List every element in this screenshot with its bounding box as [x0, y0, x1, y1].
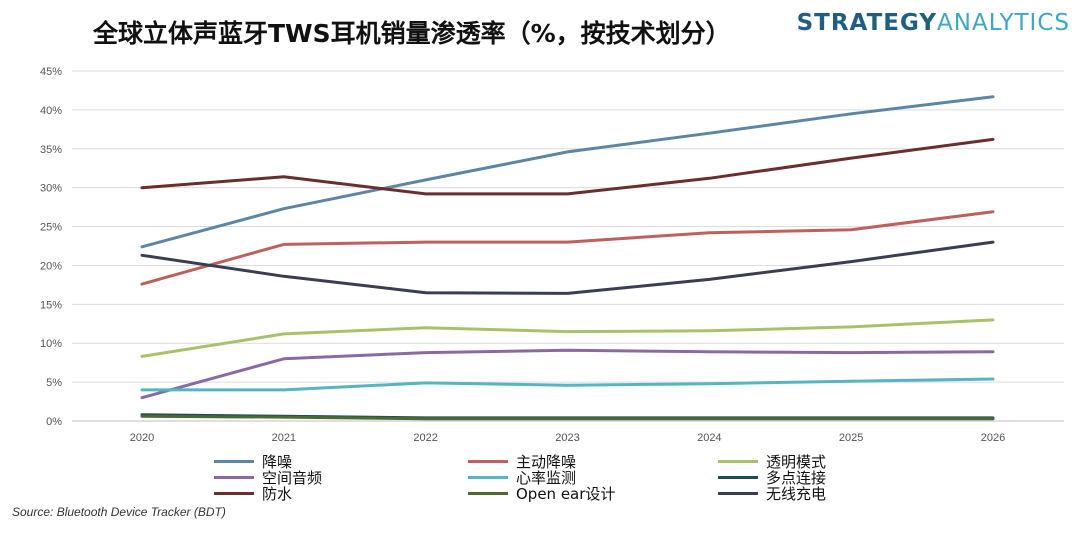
series-line	[140, 95, 995, 249]
legend-swatch	[468, 492, 508, 495]
y-tick-label: 40%	[40, 105, 62, 117]
x-tick-label: 2022	[413, 432, 437, 444]
legend-swatch	[718, 492, 758, 495]
legend-swatch	[718, 460, 758, 463]
legend-swatch	[214, 460, 254, 463]
y-axis-ticks: 0% 5% 10% 15% 20% 25% 30% 35% 40% 45%	[40, 66, 62, 428]
y-tick-label: 0%	[46, 416, 62, 428]
brand-logo: STRATEGYANALYTICS	[797, 10, 1070, 36]
legend-item: 空间音频	[214, 467, 322, 488]
gridlines	[72, 70, 1064, 422]
legend-item: Open ear设计	[468, 483, 615, 504]
legend-label: 空间音频	[262, 469, 323, 487]
brand-logo-part2: ANALYTICS	[937, 10, 1070, 36]
y-tick-label: 15%	[40, 299, 62, 311]
y-tick-label: 45%	[40, 66, 62, 78]
x-tick-label: 2023	[555, 432, 579, 444]
series-lines	[140, 95, 995, 421]
y-tick-label: 5%	[46, 377, 62, 389]
x-tick-label: 2026	[981, 432, 1005, 444]
y-tick-label: 20%	[40, 260, 62, 272]
x-tick-label: 2021	[272, 432, 296, 444]
series-line	[140, 318, 995, 358]
series-line	[140, 137, 995, 196]
brand-logo-part1: STRATEGY	[796, 10, 938, 36]
y-tick-label: 10%	[40, 338, 62, 350]
x-axis-ticks: 2020 2021 2022 2023 2024 2025 2026	[130, 432, 1005, 444]
legend-label: 心率监测	[516, 469, 577, 487]
legend-item: 透明模式	[718, 451, 826, 472]
y-tick-label: 35%	[40, 144, 62, 156]
x-tick-label: 2020	[130, 432, 154, 444]
legend-swatch	[468, 460, 508, 463]
series-line	[140, 348, 995, 400]
legend-item: 多点连接	[718, 467, 826, 488]
legend-item: 主动降噪	[468, 451, 576, 472]
legend-swatch	[718, 476, 758, 479]
legend-swatch	[214, 492, 254, 495]
legend-label: Open ear设计	[516, 485, 616, 503]
series-line	[140, 240, 995, 295]
legend-swatch	[468, 476, 508, 479]
legend-label: 透明模式	[766, 453, 827, 471]
legend-item: 降噪	[214, 451, 292, 472]
legend-label: 降噪	[262, 453, 293, 471]
legend-label: 防水	[262, 485, 293, 503]
legend-item: 心率监测	[468, 467, 576, 488]
series-line	[140, 377, 995, 392]
x-tick-label: 2024	[697, 432, 721, 444]
x-tick-label: 2025	[839, 432, 863, 444]
legend-label: 多点连接	[766, 469, 827, 487]
chart-title: 全球立体声蓝牙TWS耳机销量渗透率（%，按技术划分）	[93, 19, 731, 48]
legend-item: 无线充电	[718, 483, 826, 504]
series-line	[140, 210, 995, 286]
y-tick-label: 30%	[40, 183, 62, 195]
y-tick-label: 25%	[40, 222, 62, 234]
source-note: Source: Bluetooth Device Tracker (BDT)	[12, 505, 226, 519]
legend-swatch	[214, 476, 254, 479]
legend-label: 无线充电	[766, 485, 827, 503]
series-line	[140, 414, 995, 421]
legend-label: 主动降噪	[516, 453, 577, 471]
legend-item: 防水	[214, 483, 292, 504]
